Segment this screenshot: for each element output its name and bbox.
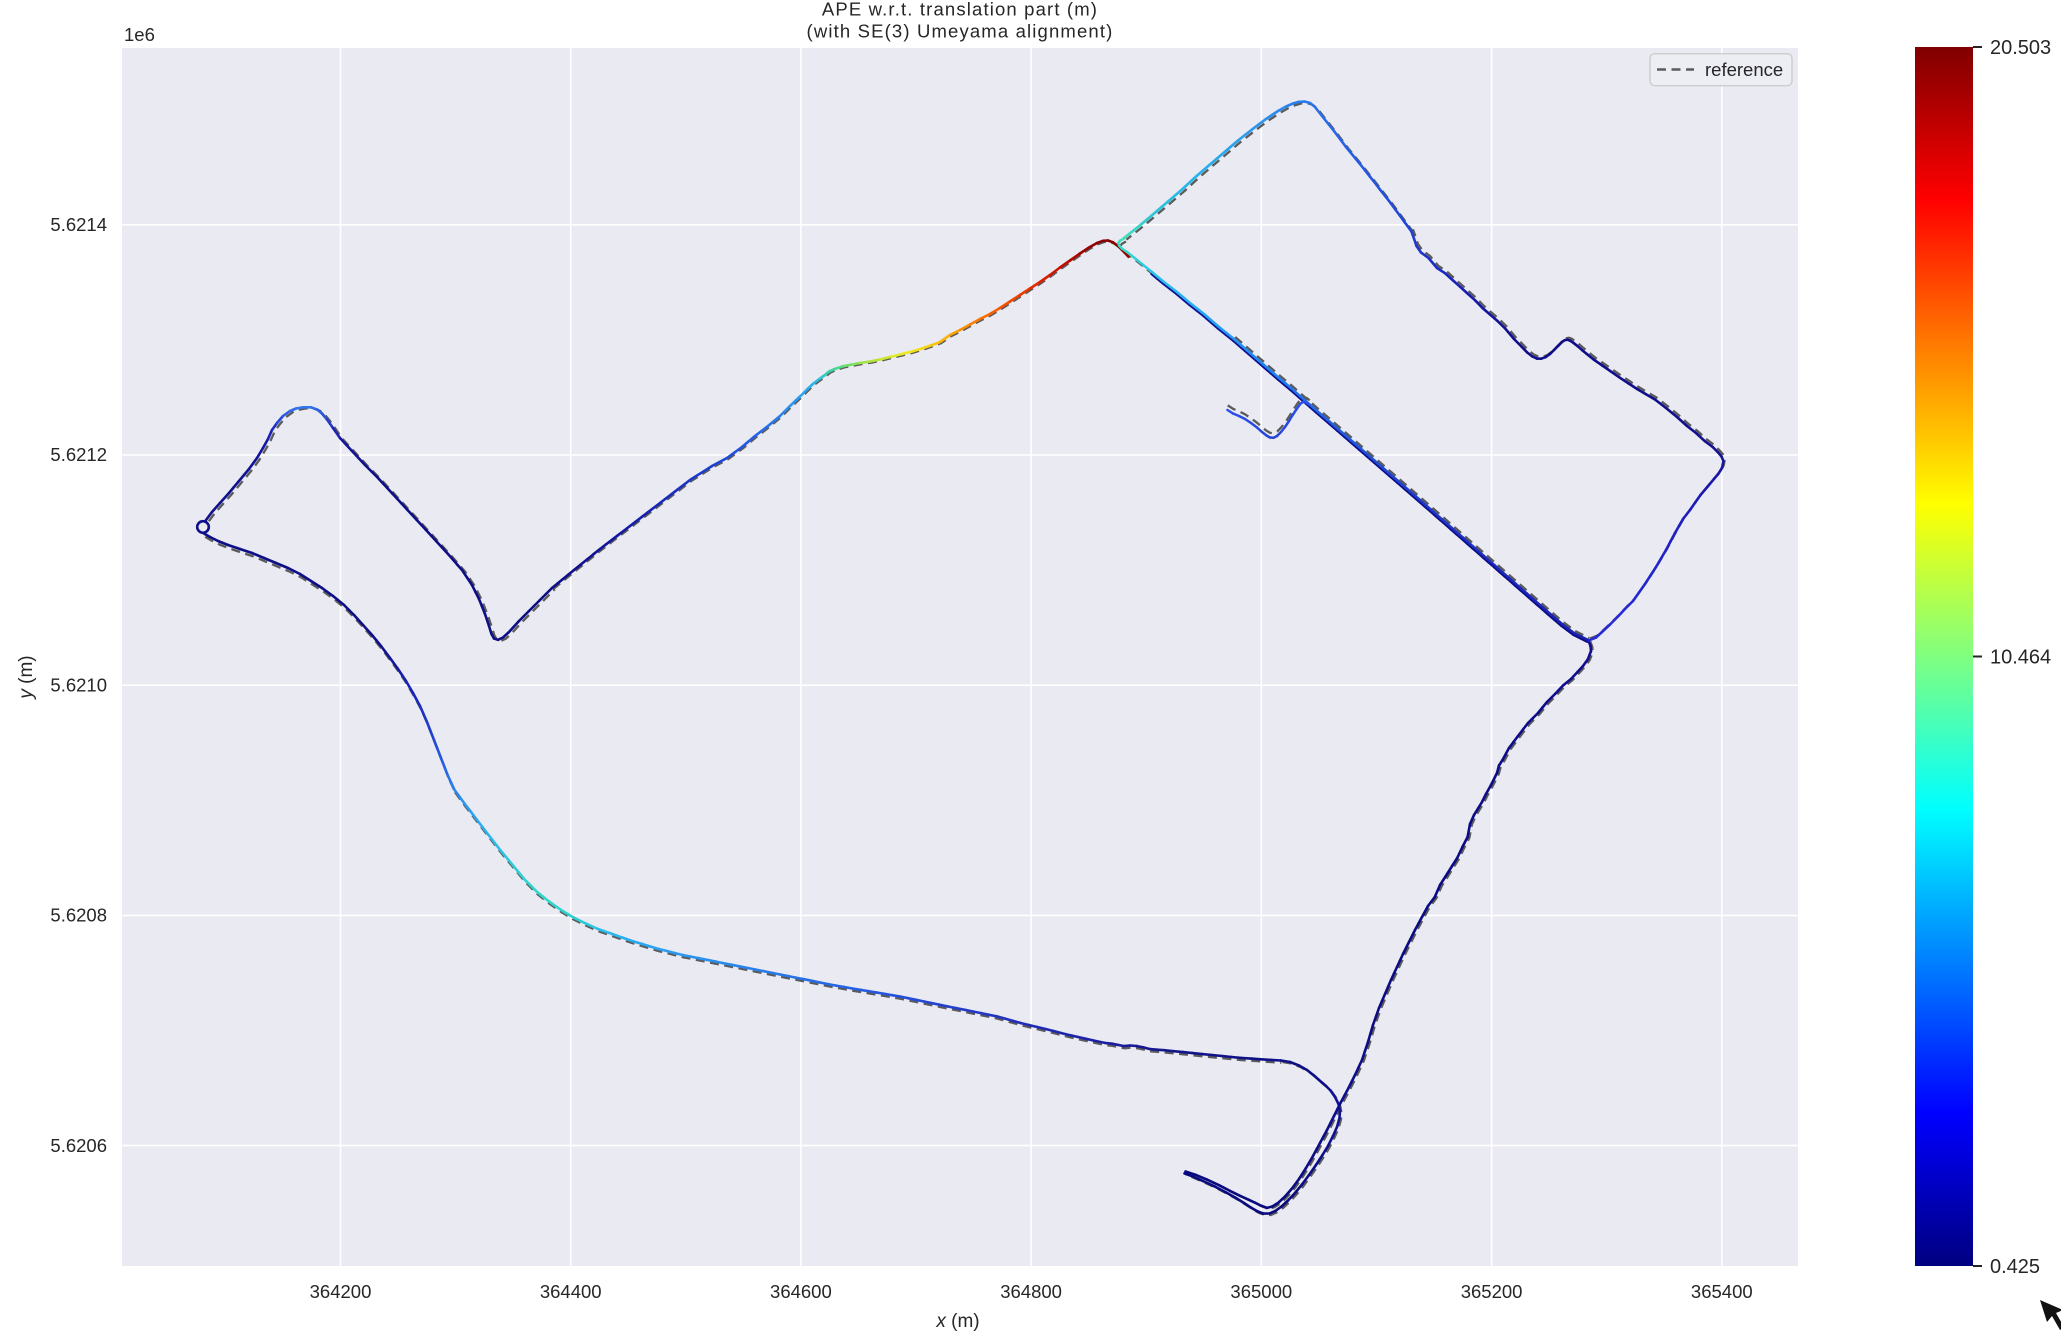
svg-text:10.464: 10.464 <box>1990 647 2051 669</box>
svg-text:364800: 364800 <box>1000 1281 1062 1302</box>
svg-text:365200: 365200 <box>1461 1281 1523 1302</box>
svg-text:365000: 365000 <box>1230 1281 1292 1302</box>
svg-text:20.503: 20.503 <box>1990 37 2051 59</box>
svg-text:5.6208: 5.6208 <box>50 905 107 926</box>
svg-text:y (m): y (m) <box>16 655 37 700</box>
svg-text:(with SE(3) Umeyama alignment): (with SE(3) Umeyama alignment) <box>807 21 1114 42</box>
svg-text:0.425: 0.425 <box>1990 1256 2040 1278</box>
svg-text:1e6: 1e6 <box>124 24 155 45</box>
svg-text:x (m): x (m) <box>935 1311 979 1332</box>
svg-text:5.6210: 5.6210 <box>50 674 107 695</box>
svg-text:APE w.r.t. translation part (m: APE w.r.t. translation part (m) <box>822 0 1098 20</box>
svg-text:364200: 364200 <box>310 1281 372 1302</box>
svg-text:5.6212: 5.6212 <box>50 444 107 465</box>
svg-text:365400: 365400 <box>1691 1281 1753 1302</box>
svg-text:reference: reference <box>1705 59 1783 80</box>
svg-text:5.6206: 5.6206 <box>50 1135 107 1156</box>
svg-text:5.6214: 5.6214 <box>50 214 107 235</box>
svg-text:364600: 364600 <box>770 1281 832 1302</box>
svg-text:364400: 364400 <box>540 1281 602 1302</box>
